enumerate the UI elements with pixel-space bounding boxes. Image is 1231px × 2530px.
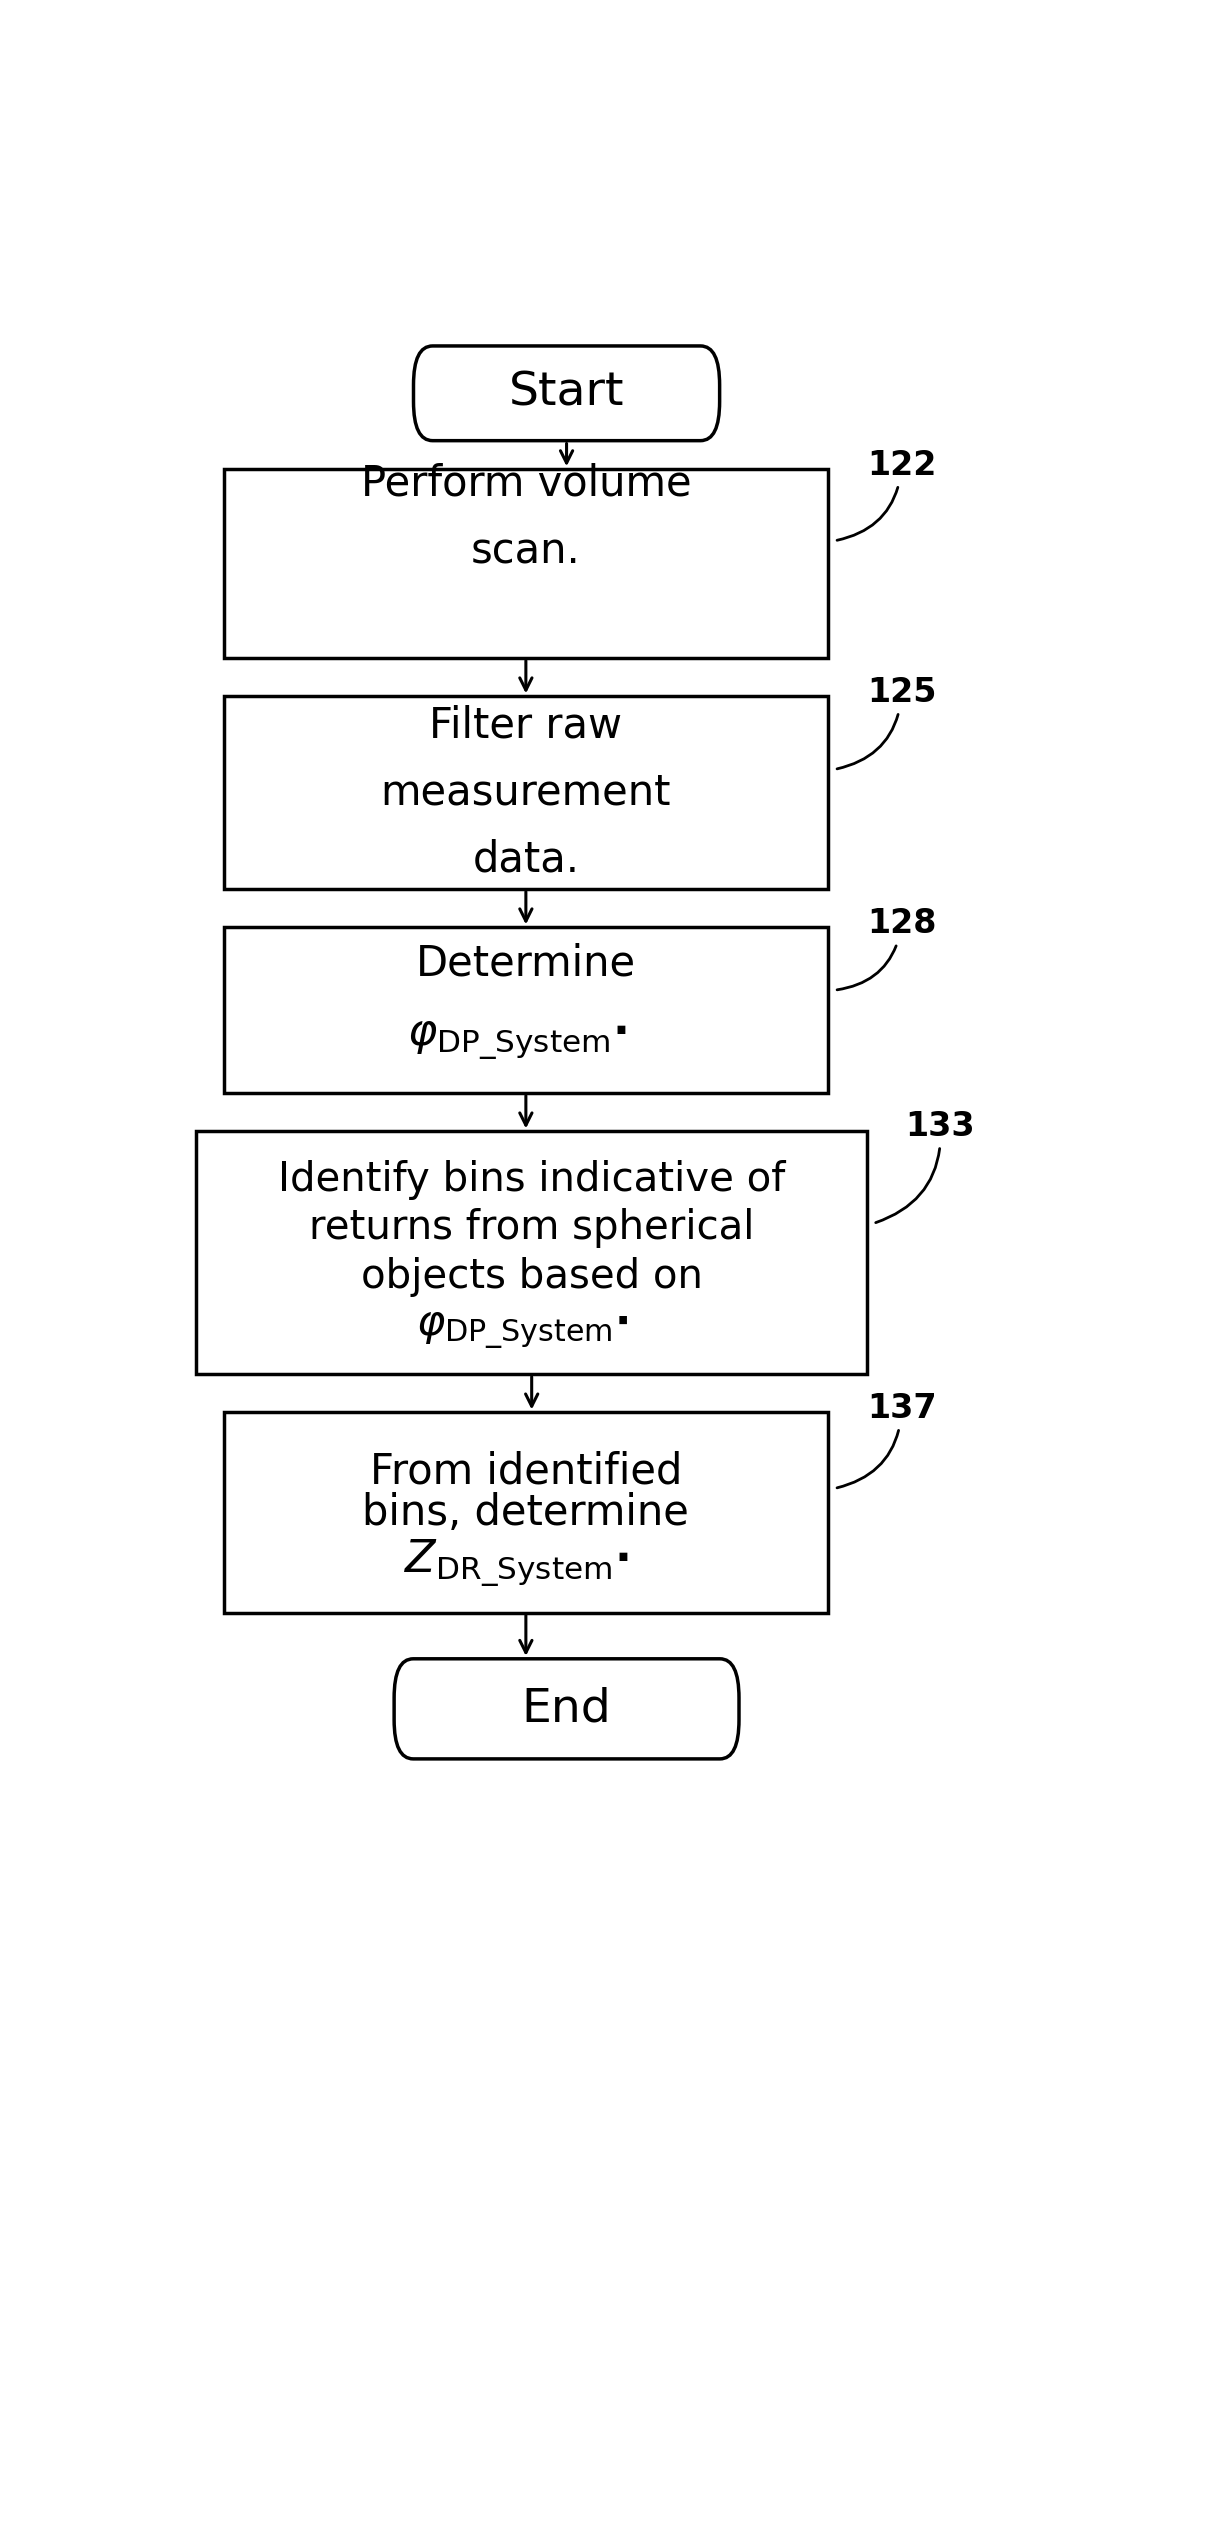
Text: 137: 137 <box>837 1392 937 1488</box>
Text: $Z_{\mathregular{DR\_System}}$$\boldsymbol{\cdot}$: $Z_{\mathregular{DR\_System}}$$\boldsymb… <box>404 1538 629 1589</box>
FancyBboxPatch shape <box>224 929 828 1093</box>
Text: $\varphi_{\mathregular{DP\_System}}$$\boldsymbol{\cdot}$: $\varphi_{\mathregular{DP\_System}}$$\bo… <box>406 1020 627 1063</box>
Text: Filter raw
measurement
data.: Filter raw measurement data. <box>380 706 671 880</box>
FancyBboxPatch shape <box>224 696 828 888</box>
Text: returns from spherical: returns from spherical <box>309 1209 755 1247</box>
FancyBboxPatch shape <box>414 347 720 440</box>
Text: 125: 125 <box>837 676 937 769</box>
Text: Determine: Determine <box>416 944 636 984</box>
FancyBboxPatch shape <box>224 1412 828 1612</box>
Text: Start: Start <box>508 372 624 415</box>
Text: $\varphi_{\mathregular{DP\_System}}$$\boldsymbol{\cdot}$: $\varphi_{\mathregular{DP\_System}}$$\bo… <box>416 1308 628 1351</box>
Text: Identify bins indicative of: Identify bins indicative of <box>278 1159 785 1199</box>
Text: End: End <box>522 1688 612 1731</box>
Text: 122: 122 <box>837 448 937 541</box>
Text: Perform volume
scan.: Perform volume scan. <box>361 463 691 572</box>
FancyBboxPatch shape <box>224 468 828 658</box>
FancyBboxPatch shape <box>197 1131 867 1374</box>
Text: bins, determine: bins, determine <box>362 1493 689 1533</box>
Text: objects based on: objects based on <box>361 1257 703 1298</box>
Text: From identified: From identified <box>369 1452 682 1493</box>
Text: 133: 133 <box>875 1111 975 1222</box>
Text: 128: 128 <box>837 908 937 989</box>
FancyBboxPatch shape <box>394 1660 739 1758</box>
